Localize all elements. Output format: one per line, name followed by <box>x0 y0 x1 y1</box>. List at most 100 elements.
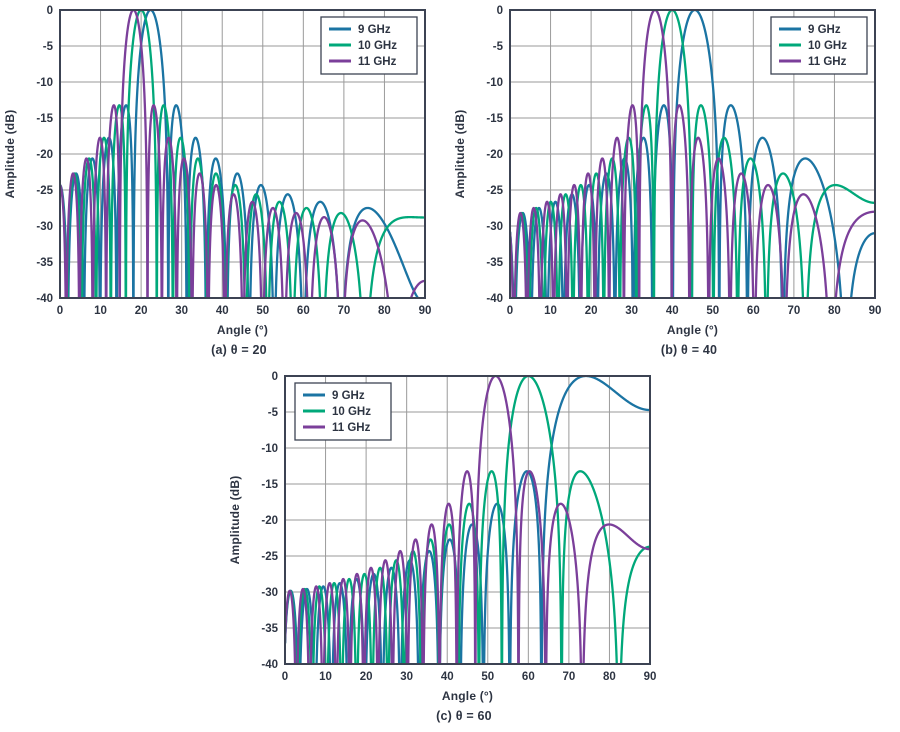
x-tick-label: 50 <box>256 305 269 317</box>
legend-item-label: 10 GHz <box>808 40 847 52</box>
y-axis-label: Amplitude (dB) <box>228 476 242 565</box>
legend-item-label: 9 GHz <box>358 24 391 36</box>
x-tick-label: 40 <box>441 671 454 683</box>
x-axis-label: Angle (°) <box>442 689 493 703</box>
x-tick-label: 50 <box>706 305 719 317</box>
x-tick-label: 30 <box>400 671 413 683</box>
chart-canvas: 0 10 20 30 40 50 60 70 80 90 0 -5 -10 -15 -20 -25 -30 -35… <box>3 5 431 337</box>
x-tick-label: 80 <box>378 305 391 317</box>
x-axis-label: Angle (°) <box>667 323 718 337</box>
series-line-11-ghz <box>60 10 425 298</box>
x-tick-label: 90 <box>419 305 432 317</box>
series-curves <box>60 10 425 298</box>
legend-box <box>294 382 392 441</box>
x-tick-label: 10 <box>94 305 107 317</box>
x-tick-label: 80 <box>603 671 616 683</box>
y-tick-label: -40 <box>261 659 278 671</box>
y-tick-label: -30 <box>261 587 278 599</box>
legend-item-label: 11 GHz <box>808 56 847 68</box>
x-tick-label: 20 <box>360 671 373 683</box>
y-tick-label: 0 <box>47 5 53 17</box>
subplot-c: 0 10 20 30 40 50 60 70 80 90 0 -5 -10 -15 -20 -25 -30 -35… <box>225 366 675 732</box>
x-tick-label: 10 <box>544 305 557 317</box>
y-tick-label: -40 <box>36 293 53 305</box>
legend-item-label: 11 GHz <box>332 422 371 434</box>
y-tick-label: -5 <box>493 41 504 53</box>
y-tick-label: -15 <box>261 479 278 491</box>
y-tick-label: -15 <box>486 113 503 125</box>
series-line-11-ghz <box>510 10 875 298</box>
y-tick-label: -25 <box>486 185 503 197</box>
x-tick-label: 20 <box>585 305 598 317</box>
subplot-c-chart: 0 10 20 30 40 50 60 70 80 90 0 -5 -10 -15 -20 -25 -30 -35… <box>225 366 675 708</box>
y-axis-label: Amplitude (dB) <box>453 110 467 199</box>
x-tick-label: 70 <box>787 305 800 317</box>
series-curves <box>510 10 875 298</box>
y-tick-label: -10 <box>36 77 53 89</box>
legend: 9 GHz 10 GHz 11 GHz <box>294 382 392 441</box>
y-tick-label: -25 <box>36 185 53 197</box>
y-tick-label: -5 <box>43 41 54 53</box>
subplot-b-caption: (b) θ = 40 <box>660 343 718 357</box>
y-tick-label: -35 <box>261 623 278 635</box>
plot-frame <box>284 375 651 665</box>
subplot-b-chart: 0 10 20 30 40 50 60 70 80 90 0 -5 -10 -15 -20 -25 -30 -35… <box>450 0 900 342</box>
x-tick-label: 90 <box>644 671 657 683</box>
x-tick-label: 90 <box>869 305 882 317</box>
subplot-a: 0 10 20 30 40 50 60 70 80 90 0 -5 -10 -15 -20 -25 -30 -35… <box>0 0 450 366</box>
x-tick-label: 10 <box>319 671 332 683</box>
series-line-10-ghz <box>60 10 425 298</box>
legend-item-label: 10 GHz <box>358 40 397 52</box>
x-tick-label: 40 <box>216 305 229 317</box>
subplot-b: 0 10 20 30 40 50 60 70 80 90 0 -5 -10 -15 -20 -25 -30 -35… <box>450 0 900 366</box>
tick-labels: 0 10 20 30 40 50 60 70 80 90 0 -5 -10 -15 -20 -25 -30 -35… <box>486 5 881 317</box>
y-tick-label: -20 <box>261 515 278 527</box>
y-tick-label: -20 <box>486 149 503 161</box>
y-axis-label: Amplitude (dB) <box>3 110 17 199</box>
series-line-10-ghz <box>510 10 875 298</box>
y-tick-label: -30 <box>36 221 53 233</box>
x-tick-label: 60 <box>747 305 760 317</box>
x-tick-label: 40 <box>666 305 679 317</box>
x-tick-label: 70 <box>562 671 575 683</box>
y-tick-label: -10 <box>261 443 278 455</box>
y-tick-label: -20 <box>36 149 53 161</box>
y-tick-label: -40 <box>486 293 503 305</box>
x-tick-label: 50 <box>481 671 494 683</box>
y-tick-label: -10 <box>486 77 503 89</box>
subplot-a-caption: (a) θ = 20 <box>211 343 267 357</box>
x-axis-label: Angle (°) <box>217 323 268 337</box>
x-tick-label: 0 <box>507 305 513 317</box>
series-line-11-ghz <box>285 376 650 664</box>
chart-canvas: 0 10 20 30 40 50 60 70 80 90 0 -5 -10 -15 -20 -25 -30 -35… <box>228 371 656 703</box>
plot-frame <box>59 9 426 299</box>
legend: 9 GHz 10 GHz 11 GHz <box>770 16 868 75</box>
plot-frame <box>509 9 876 299</box>
y-tick-label: -15 <box>36 113 53 125</box>
subplot-c-caption: (c) θ = 60 <box>436 709 492 723</box>
x-tick-label: 20 <box>135 305 148 317</box>
x-tick-label: 60 <box>522 671 535 683</box>
y-tick-label: -5 <box>268 407 279 419</box>
y-tick-label: -30 <box>486 221 503 233</box>
y-tick-label: -35 <box>486 257 503 269</box>
legend: 9 GHz 10 GHz 11 GHz <box>320 16 418 75</box>
legend-item-label: 10 GHz <box>332 406 371 418</box>
x-tick-label: 30 <box>175 305 188 317</box>
subplot-a-chart: 0 10 20 30 40 50 60 70 80 90 0 -5 -10 -15 -20 -25 -30 -35… <box>0 0 450 342</box>
legend-item-label: 9 GHz <box>808 24 841 36</box>
y-tick-label: -25 <box>261 551 278 563</box>
figure-bottom-row: 0 10 20 30 40 50 60 70 80 90 0 -5 -10 -15 -20 -25 -30 -35… <box>0 366 900 732</box>
x-tick-label: 0 <box>282 671 288 683</box>
y-tick-label: 0 <box>497 5 503 17</box>
legend-item-label: 11 GHz <box>358 56 397 68</box>
x-tick-label: 30 <box>625 305 638 317</box>
tick-labels: 0 10 20 30 40 50 60 70 80 90 0 -5 -10 -15 -20 -25 -30 -35… <box>36 5 431 317</box>
figure-top-row: 0 10 20 30 40 50 60 70 80 90 0 -5 -10 -15 -20 -25 -30 -35… <box>0 0 900 366</box>
legend-item-label: 9 GHz <box>332 390 365 402</box>
y-tick-label: -35 <box>36 257 53 269</box>
y-tick-label: 0 <box>272 371 278 383</box>
chart-canvas: 0 10 20 30 40 50 60 70 80 90 0 -5 -10 -15 -20 -25 -30 -35… <box>453 5 881 337</box>
tick-labels: 0 10 20 30 40 50 60 70 80 90 0 -5 -10 -15 -20 -25 -30 -35… <box>261 371 656 683</box>
